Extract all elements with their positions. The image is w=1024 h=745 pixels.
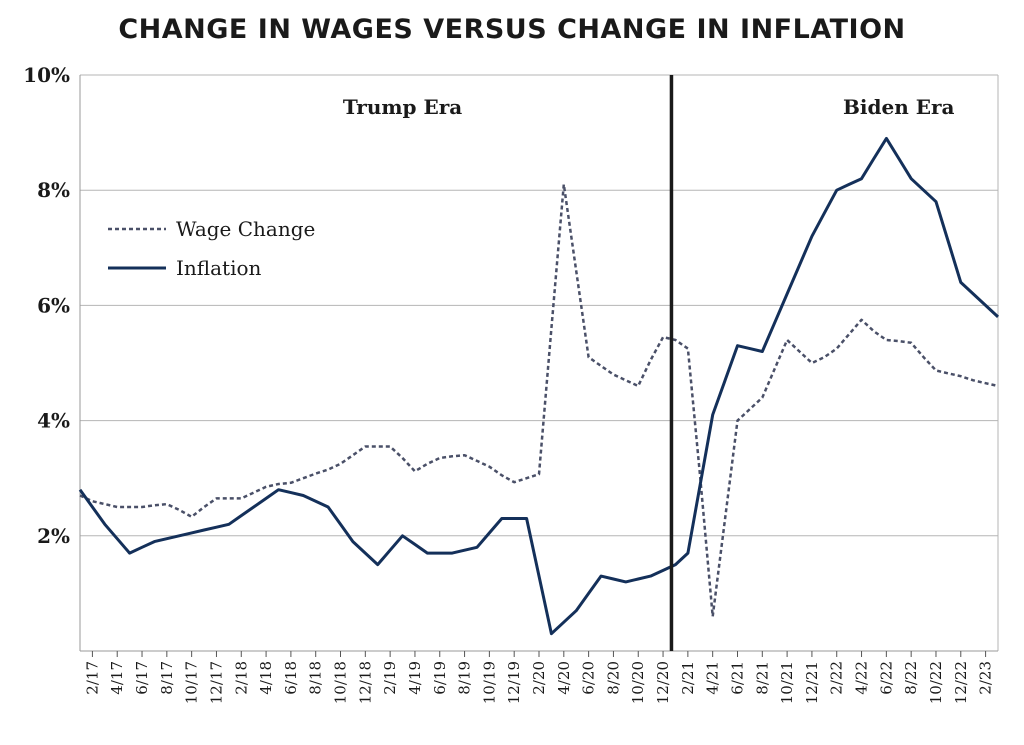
x-tick-label: 10/22 [927, 661, 945, 704]
y-tick-label: 8% [37, 178, 70, 202]
x-tick-label: 2/23 [977, 661, 995, 695]
legend: Wage Change Inflation [108, 217, 315, 280]
era-label: Trump Era [343, 95, 462, 119]
x-tick-label: 2/17 [83, 661, 101, 695]
x-tick-label: 4/22 [853, 661, 871, 695]
series-line-wage-change [79, 183, 999, 618]
x-tick-label: 8/19 [456, 661, 474, 695]
x-tick-label: 10/18 [332, 661, 350, 704]
chart-title: CHANGE IN WAGES VERSUS CHANGE IN INFLATI… [118, 14, 905, 45]
x-tick-label: 2/20 [530, 661, 548, 695]
y-tick-label: 4% [37, 409, 70, 433]
x-tick-labels: 2/17 4/17 6/17 8/17 10/17 12/17 2/18 4/18 6/18 8/… [83, 661, 994, 704]
x-tick-label: 2/22 [828, 661, 846, 695]
x-tick-label: 8/17 [158, 661, 176, 695]
y-tick-label: 10% [23, 63, 70, 87]
x-tick-label: 8/18 [307, 661, 325, 695]
x-tick-label: 6/20 [580, 661, 598, 695]
x-tick-label: 2/21 [679, 661, 697, 695]
x-tick-label: 10/17 [183, 661, 201, 704]
x-tick-label: 6/19 [431, 661, 449, 695]
x-tick-label: 6/21 [728, 661, 746, 695]
x-tick-label: 2/19 [381, 661, 399, 695]
x-tick-label: 4/17 [108, 661, 126, 695]
x-tick-label: 4/19 [406, 661, 424, 695]
grid-lines [80, 74, 998, 537]
x-tick-label: 10/20 [629, 661, 647, 704]
x-tick-label: 2/18 [232, 661, 250, 695]
y-tick-label: 2% [37, 524, 70, 548]
x-tick-label: 12/17 [207, 661, 225, 704]
x-tick-label: 12/20 [654, 661, 672, 704]
x-tick-label: 4/18 [257, 661, 275, 695]
x-tick-label: 4/21 [704, 661, 722, 695]
x-tick-label: 10/19 [480, 661, 498, 704]
y-tick-label: 6% [37, 293, 70, 317]
legend-label: Wage Change [176, 217, 315, 241]
x-tick-label: 6/17 [133, 661, 151, 695]
x-tick-label: 12/18 [356, 661, 374, 704]
x-tick-label: 12/19 [505, 661, 523, 704]
x-tick-label: 8/22 [902, 661, 920, 695]
legend-label: Inflation [176, 256, 262, 280]
y-tick-labels: 2% 4% 6% 8% 10% [23, 63, 70, 548]
series-line-inflation [78, 136, 1000, 636]
x-tick-label: 8/21 [753, 661, 771, 695]
x-tick-label: 4/20 [555, 661, 573, 695]
x-tick-label: 6/22 [877, 661, 895, 695]
x-tick-label: 10/21 [778, 661, 796, 704]
x-tick-label: 12/21 [803, 661, 821, 704]
x-tick-label: 6/18 [282, 661, 300, 695]
axes [79, 75, 999, 657]
series-lines [78, 136, 1000, 636]
era-label: Biden Era [843, 95, 954, 119]
x-tick-label: 8/20 [604, 661, 622, 695]
era-annotations: Trump Era Biden Era [343, 95, 955, 119]
x-tick-label: 12/22 [952, 661, 970, 704]
